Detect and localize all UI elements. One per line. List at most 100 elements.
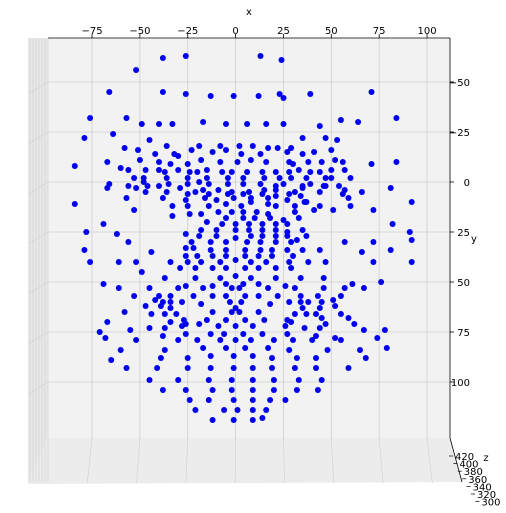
data-point: [223, 215, 229, 221]
data-point: [271, 337, 277, 343]
data-point: [231, 397, 237, 403]
data-point: [116, 285, 122, 291]
data-point: [250, 353, 256, 359]
data-point: [214, 197, 220, 203]
data-point: [164, 143, 170, 149]
data-point: [342, 239, 348, 245]
data-point: [215, 209, 221, 215]
data-point: [290, 161, 296, 167]
data-point: [273, 187, 279, 193]
data-point: [284, 149, 290, 155]
data-point: [250, 377, 256, 383]
data-point: [185, 161, 191, 167]
z-tick-label: 300: [481, 498, 500, 509]
data-point: [286, 347, 292, 353]
data-point: [317, 247, 323, 253]
data-point: [307, 91, 313, 97]
data-point: [269, 355, 275, 361]
data-point: [208, 239, 214, 245]
data-point: [183, 331, 189, 337]
data-point: [229, 387, 235, 393]
data-point: [242, 247, 248, 253]
data-point: [210, 253, 216, 259]
data-point: [338, 337, 344, 343]
data-point: [244, 169, 250, 175]
data-point: [231, 417, 237, 423]
data-point: [296, 377, 302, 383]
data-point: [116, 259, 122, 265]
data-point: [265, 201, 271, 207]
data-point: [409, 199, 415, 205]
x-axis-label: x: [246, 7, 252, 18]
data-point: [265, 195, 271, 201]
data-point: [298, 293, 304, 299]
data-point: [185, 191, 191, 197]
data-point: [256, 265, 262, 271]
data-point: [273, 233, 279, 239]
data-point: [338, 117, 344, 123]
data-point: [231, 365, 237, 371]
data-point: [168, 293, 174, 299]
data-point: [147, 137, 153, 143]
data-point: [210, 265, 216, 271]
data-point: [300, 135, 306, 141]
data-point: [292, 209, 298, 215]
data-point: [210, 293, 216, 299]
data-point: [319, 377, 325, 383]
data-point: [148, 311, 154, 317]
data-point: [233, 337, 239, 343]
data-point: [233, 235, 239, 241]
data-point: [233, 221, 239, 227]
data-point: [200, 187, 206, 193]
data-point: [236, 143, 242, 149]
data-point: [183, 53, 189, 59]
data-point: [273, 275, 279, 281]
data-point: [336, 183, 342, 189]
data-point: [87, 259, 93, 265]
x-tick-label: 100: [417, 26, 436, 37]
data-point: [81, 135, 87, 141]
data-point: [210, 283, 216, 289]
data-point: [300, 227, 306, 233]
data-point: [351, 321, 357, 327]
data-point: [200, 119, 206, 125]
data-point: [223, 345, 229, 351]
data-point: [185, 203, 191, 209]
data-point: [305, 259, 311, 265]
data-point: [363, 355, 369, 361]
data-point: [72, 163, 78, 169]
data-point: [305, 159, 311, 165]
data-point: [290, 253, 296, 259]
data-point: [217, 159, 223, 165]
data-point: [254, 209, 260, 215]
data-point: [303, 233, 309, 239]
data-point: [240, 215, 246, 221]
data-point: [240, 181, 246, 187]
data-point: [154, 365, 160, 371]
data-point: [206, 397, 212, 403]
data-point: [288, 175, 294, 181]
data-point: [323, 321, 329, 327]
data-point: [317, 305, 323, 311]
data-point: [294, 237, 300, 243]
data-point: [192, 189, 198, 195]
data-point: [204, 219, 210, 225]
data-point: [242, 293, 248, 299]
data-point: [191, 293, 197, 299]
data-point: [162, 169, 168, 175]
x-tick-label: 0: [232, 26, 238, 37]
data-point: [273, 203, 279, 209]
data-point: [101, 221, 107, 227]
data-point: [131, 207, 137, 213]
data-point: [204, 317, 210, 323]
data-point: [236, 285, 242, 291]
data-point: [198, 301, 204, 307]
data-point: [152, 297, 158, 303]
data-point: [196, 179, 202, 185]
x-tick-label: −25: [177, 26, 198, 37]
data-point: [152, 151, 158, 157]
data-point: [250, 365, 256, 371]
data-point: [175, 337, 181, 343]
data-point: [256, 309, 262, 315]
data-point: [298, 299, 304, 305]
